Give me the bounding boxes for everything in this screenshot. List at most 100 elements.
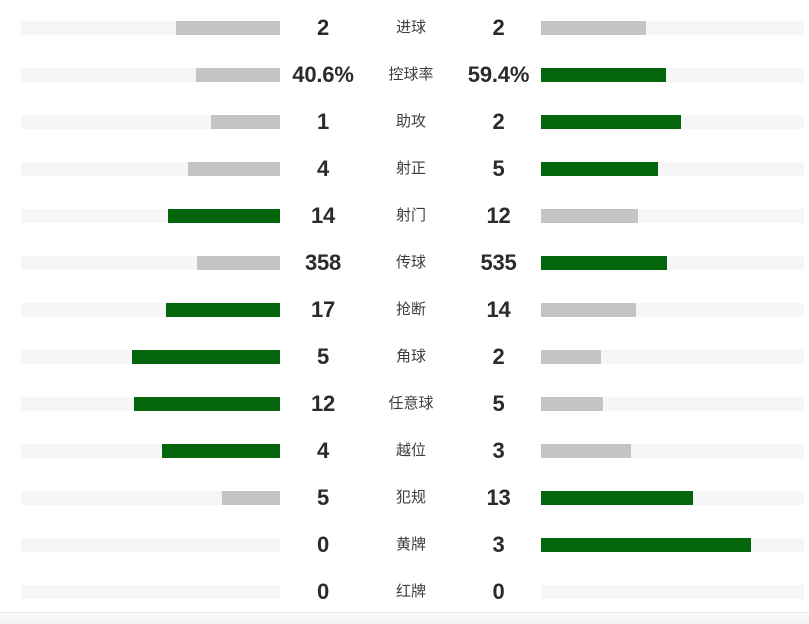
home-value: 5 — [316, 343, 330, 369]
home-value: 0 — [316, 531, 330, 557]
away-value: 2 — [492, 108, 505, 134]
stat-label: 越位 — [395, 442, 426, 459]
away-bar-track — [541, 537, 804, 552]
away-bar-track — [541, 208, 804, 223]
stat-row: 12 任意球 5 — [0, 380, 809, 427]
away-bar-track — [541, 396, 804, 411]
stat-label: 传球 — [395, 254, 426, 271]
stat-row: 17 抢断 14 — [0, 286, 809, 333]
stat-label: 任意球 — [388, 395, 434, 412]
away-bar — [541, 20, 647, 35]
stat-label: 助攻 — [395, 113, 426, 130]
home-bar-track — [21, 255, 280, 270]
away-bar — [541, 161, 658, 176]
stat-label: 射正 — [395, 160, 426, 177]
stat-row: 5 犯规 13 — [0, 474, 809, 521]
home-bar-track — [21, 443, 280, 458]
home-value: 5 — [316, 484, 330, 510]
home-bar-track — [21, 20, 280, 35]
home-value: 17 — [310, 296, 336, 322]
home-bar — [168, 208, 280, 223]
away-bar — [541, 114, 682, 129]
away-bar-track — [541, 302, 804, 317]
home-bar — [196, 255, 280, 270]
home-bar — [166, 302, 280, 317]
away-bar-track — [541, 161, 804, 176]
away-bar — [541, 302, 637, 317]
home-value: 0 — [316, 578, 330, 604]
away-bar — [541, 208, 639, 223]
away-value: 2 — [492, 343, 505, 369]
stat-row: 0 红牌 0 — [0, 568, 809, 615]
away-bar-track — [541, 20, 804, 35]
away-bar — [541, 443, 632, 458]
away-value: 3 — [492, 531, 505, 557]
stat-label: 控球率 — [388, 66, 434, 83]
home-value: 14 — [310, 202, 336, 228]
away-bar — [541, 537, 752, 552]
home-bar — [161, 443, 280, 458]
stat-label: 抢断 — [395, 301, 426, 318]
stat-row: 5 角球 2 — [0, 333, 809, 380]
stat-row: 4 越位 3 — [0, 427, 809, 474]
away-value: 5 — [492, 390, 505, 416]
stat-label: 角球 — [395, 348, 426, 365]
away-bar — [541, 396, 603, 411]
stat-label: 射门 — [395, 207, 426, 224]
away-value: 5 — [492, 155, 505, 181]
home-bar-track — [21, 114, 280, 129]
home-bar-track — [21, 349, 280, 364]
home-bar-track — [21, 396, 280, 411]
away-value: 14 — [486, 296, 511, 322]
away-bar-track — [541, 114, 804, 129]
home-bar-track — [21, 161, 280, 176]
away-bar-track — [541, 349, 804, 364]
home-bar — [222, 490, 280, 505]
home-bar — [210, 114, 280, 129]
home-bar-track — [21, 67, 280, 82]
home-value: 4 — [316, 437, 330, 463]
away-bar — [541, 349, 602, 364]
away-value: 12 — [486, 202, 511, 228]
home-bar-track — [21, 584, 280, 599]
stat-row: 358 传球 535 — [0, 239, 809, 286]
home-value: 12 — [310, 390, 336, 416]
home-value: 40.6% — [292, 61, 354, 87]
away-value: 535 — [480, 249, 517, 275]
stat-label: 犯规 — [395, 489, 426, 506]
away-value: 59.4% — [467, 61, 530, 87]
home-bar — [187, 161, 280, 176]
home-bar-track — [21, 302, 280, 317]
home-bar-track — [21, 537, 280, 552]
home-bar-track — [21, 490, 280, 505]
away-bar-track — [541, 443, 804, 458]
away-value: 2 — [492, 14, 505, 40]
page-bottom-gutter — [0, 612, 809, 624]
away-value: 0 — [492, 578, 505, 604]
stat-label: 黄牌 — [395, 536, 426, 553]
home-bar — [133, 396, 280, 411]
away-value: 13 — [486, 484, 511, 510]
stat-row: 14 射门 12 — [0, 192, 809, 239]
stats-rows: 2 进球 2 40.6% 控球率 59.4% 1 助攻 2 4 射正 5 — [0, 4, 809, 615]
stat-row: 1 助攻 2 — [0, 98, 809, 145]
home-value: 1 — [316, 108, 330, 134]
away-bar-track — [541, 584, 804, 599]
home-bar — [176, 20, 280, 35]
away-bar-track — [541, 490, 804, 505]
away-bar-track — [541, 255, 804, 270]
home-value: 4 — [316, 155, 330, 181]
away-value: 3 — [492, 437, 505, 463]
home-value: 2 — [316, 14, 330, 40]
away-bar — [541, 490, 693, 505]
stat-row: 0 黄牌 3 — [0, 521, 809, 568]
away-bar — [541, 67, 666, 82]
away-bar-track — [541, 67, 804, 82]
home-value: 358 — [304, 249, 342, 275]
away-bar — [541, 255, 668, 270]
home-bar — [195, 67, 280, 82]
stat-label: 红牌 — [395, 583, 426, 600]
stat-row: 40.6% 控球率 59.4% — [0, 51, 809, 98]
home-bar — [132, 349, 280, 364]
